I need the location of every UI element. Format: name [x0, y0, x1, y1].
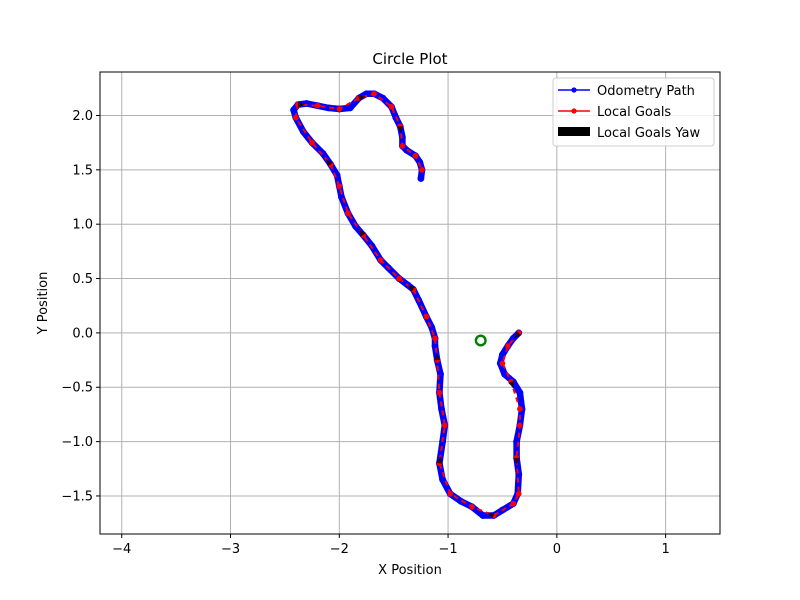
point-local-goals [388, 103, 395, 110]
yaw-arrow [397, 126, 404, 134]
x-tick-label: −4 [112, 542, 131, 557]
point-odometry-path [325, 104, 332, 112]
point-local-goals [396, 275, 402, 282]
point-local-goals [517, 422, 523, 429]
yaw-arrow [358, 95, 366, 101]
y-tick-label: 1.0 [72, 218, 93, 233]
legend-label-odometry: Odometry Path [597, 84, 695, 99]
point-local-goals [423, 313, 430, 320]
point-local-goals [419, 167, 425, 173]
point-local-goals [447, 490, 454, 497]
x-tick-label: −3 [221, 542, 240, 557]
point-local-goals [499, 360, 506, 367]
point-local-goals [377, 257, 384, 263]
x-axis-label: X Position [378, 563, 442, 578]
chart-title: Circle Plot [372, 50, 447, 68]
axes-frame [99, 71, 721, 535]
point-odometry-path [431, 342, 439, 350]
legend: Odometry Path Local Goals Local Goals Ya… [552, 77, 715, 147]
point-local-goals [314, 102, 321, 109]
point-local-goals [309, 139, 315, 146]
point-local-goals [517, 406, 523, 412]
y-tick-label: 0.0 [72, 326, 93, 341]
point-local-goals [412, 152, 419, 159]
point-odometry-path [352, 222, 360, 230]
legend-entry-odometry: Odometry Path [558, 84, 695, 99]
x-tick-label: −1 [438, 542, 457, 557]
point-odometry-path [319, 150, 327, 157]
green-circle-marker [474, 334, 487, 347]
yaw-arrow [508, 380, 515, 389]
legend-label-local-goals: Local Goals [597, 105, 671, 120]
yaw-arrow [407, 285, 416, 292]
legend-box [552, 77, 715, 147]
point-local-goals [515, 490, 522, 497]
yaw-arrow [514, 330, 522, 339]
legend-label-yaw: Local Goals Yaw [597, 126, 700, 141]
point-local-goals [510, 500, 517, 507]
point-odometry-path [346, 104, 354, 112]
point-odometry-path [515, 470, 523, 478]
legend-entry-local-goals: Local Goals [558, 105, 671, 120]
axis-ticks: −4 −3 −2 −1 0 1 −1.5 −1.0 −0.5 0.0 0.5 1.0 1.5 2.0 [61, 109, 669, 557]
point-odometry-path [516, 389, 524, 397]
y-tick-label: 2.0 [72, 109, 93, 124]
point-local-goals [336, 183, 343, 189]
point-local-goals [399, 143, 406, 149]
y-tick-label: −1.0 [61, 435, 93, 450]
y-axis-label: Y Position [36, 272, 51, 336]
point-local-goals [336, 106, 343, 112]
point-local-goals [345, 210, 351, 217]
plot-area [290, 90, 526, 519]
point-odometry-path [416, 158, 424, 166]
yaw-arrow [297, 101, 305, 108]
point-odometry-path [479, 512, 487, 519]
yaw-arrow [513, 457, 520, 465]
point-local-goals [469, 504, 475, 510]
x-tick-label: 1 [661, 542, 669, 557]
point-local-goals [371, 90, 377, 97]
yaw-arrow [359, 229, 366, 237]
grid-lines [100, 72, 720, 534]
yaw-arrow [326, 159, 333, 167]
point-local-goals [442, 422, 448, 429]
yaw-arrow [434, 353, 441, 361]
x-tick-label: 0 [553, 542, 561, 557]
yaw-arrow [436, 456, 443, 464]
legend-entry-yaw: Local Goals Yaw [558, 126, 700, 141]
point-odometry-path [417, 175, 425, 182]
point-local-goals [505, 343, 511, 349]
yaw-arrow [487, 512, 495, 519]
y-tick-label: 1.5 [72, 163, 93, 178]
y-tick-label: 0.5 [72, 272, 93, 287]
y-tick-label: −0.5 [61, 381, 93, 396]
x-tick-label: −2 [330, 542, 349, 557]
point-odometry-path [439, 476, 447, 484]
point-local-goals [436, 389, 443, 396]
point-odometry-path [290, 106, 298, 114]
point-local-goals [432, 335, 438, 342]
y-tick-label: −1.5 [61, 489, 93, 504]
point-local-goals [292, 114, 299, 121]
